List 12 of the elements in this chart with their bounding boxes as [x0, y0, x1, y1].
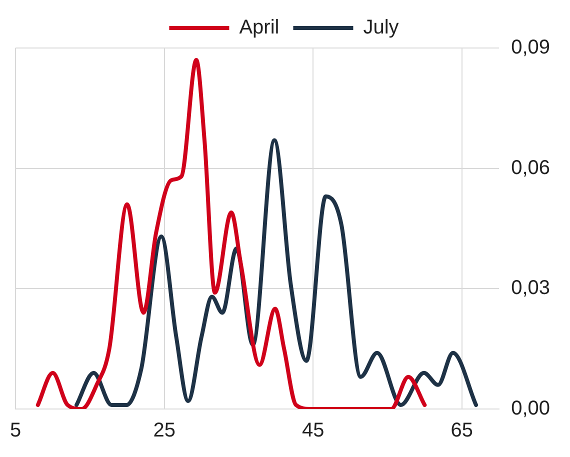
- x-tick-label: 5: [10, 420, 22, 442]
- y-tick-label: 0,03: [511, 277, 550, 300]
- y-tick-label: 0,09: [511, 36, 550, 59]
- line-series: [74, 138, 478, 407]
- x-tick-label: 25: [153, 420, 176, 442]
- legend-label: July: [363, 16, 399, 39]
- x-tick-label: 45: [302, 420, 324, 442]
- legend-label: April: [239, 16, 280, 39]
- line-series: [36, 58, 427, 409]
- x-tick-label: 65: [450, 420, 474, 442]
- y-tick-label: 0,06: [511, 156, 550, 179]
- y-tick-label: 0,00: [511, 398, 550, 420]
